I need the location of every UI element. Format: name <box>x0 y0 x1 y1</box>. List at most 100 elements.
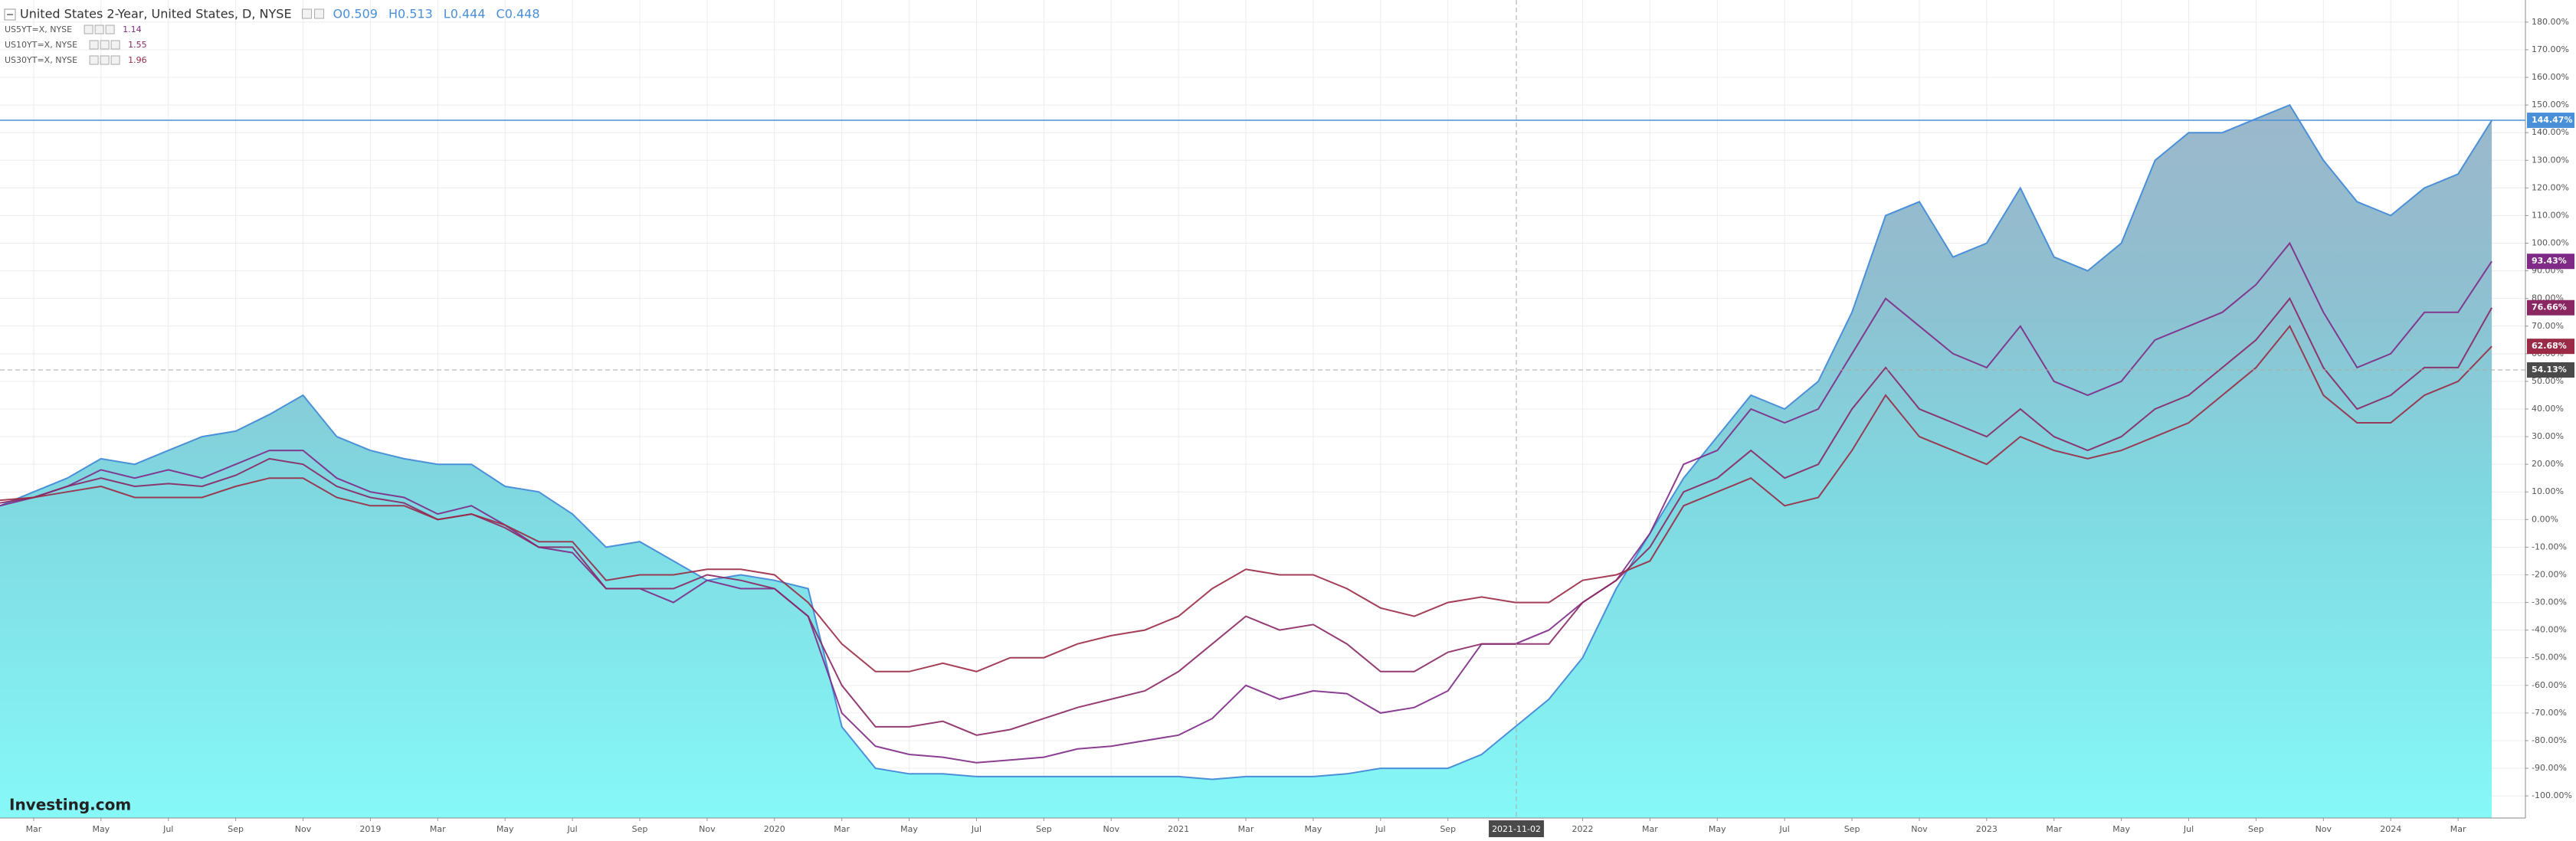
x-tick-label: May <box>497 824 514 834</box>
x-tick-label: Nov <box>699 824 716 834</box>
y-tick-label: 50.00% <box>2532 376 2564 386</box>
last-value-tag <box>2527 254 2574 270</box>
ohlc-value: H0.513 <box>388 7 433 21</box>
area-line <box>0 103 2492 780</box>
y-tick-label: 130.00% <box>2532 155 2569 165</box>
y-tick-label: -100.00% <box>2532 790 2572 800</box>
crosshair-y-label-box <box>2527 362 2574 378</box>
header-icon <box>302 8 313 19</box>
x-tick-label: May <box>900 824 918 834</box>
y-tick-label: 110.00% <box>2532 210 2569 220</box>
x-tick-label: 2023 <box>1976 824 1998 834</box>
y-tick-label: 180.00% <box>2532 17 2569 27</box>
area-fill <box>0 105 2492 819</box>
x-tick-label: 2019 <box>359 824 381 834</box>
x-tick-label: Jul <box>1779 824 1790 834</box>
y-tick-label: -10.00% <box>2532 542 2567 551</box>
x-tick-label: Mar <box>2046 824 2062 834</box>
y-tick-label: 40.00% <box>2532 404 2564 414</box>
x-tick-label: Nov <box>2315 824 2332 834</box>
x-tick-label: Mar <box>834 824 850 834</box>
legend-value: 1.14 <box>123 25 142 34</box>
x-tick-label: Sep <box>1036 824 1052 834</box>
y-tick-label: -80.00% <box>2532 735 2567 745</box>
x-tick-label: Mar <box>430 824 446 834</box>
ohlc-value: C0.448 <box>497 7 540 21</box>
legend-entry: US30YT=X, NYSE <box>5 55 77 65</box>
y-tick-label: 30.00% <box>2532 431 2564 441</box>
legend-icon <box>105 25 115 34</box>
x-tick-label: Nov <box>1911 824 1928 834</box>
y-tick-label: -70.00% <box>2532 708 2567 718</box>
y-tick-label: 150.00% <box>2532 100 2569 110</box>
x-tick-label: Sep <box>2248 824 2264 834</box>
x-tick-label: Sep <box>632 824 648 834</box>
last-value-tag <box>2527 299 2574 316</box>
series-line <box>0 296 2492 736</box>
last-value-tag <box>2527 113 2574 129</box>
legend-entry: US5YT=X, NYSE <box>5 25 72 34</box>
y-tick-label: 100.00% <box>2532 238 2569 248</box>
x-tick-label: 2022 <box>1571 824 1593 834</box>
y-tick-label: 170.00% <box>2532 44 2569 54</box>
x-tick-label: May <box>1305 824 1322 834</box>
last-value-label: 144.47% <box>2532 115 2572 125</box>
y-tick-label: -40.00% <box>2532 625 2567 635</box>
series-line <box>0 324 2492 672</box>
x-tick-label: Mar <box>2450 824 2466 834</box>
x-tick-label: Jul <box>1375 824 1385 834</box>
x-tick-label: 2024 <box>2380 824 2401 834</box>
x-tick-label: Sep <box>1844 824 1860 834</box>
last-value-label: 76.66% <box>2532 303 2567 313</box>
last-value-tag <box>2527 339 2574 355</box>
y-tick-label: 70.00% <box>2532 321 2564 331</box>
ohlc-value: L0.444 <box>444 7 486 21</box>
legend-icon <box>89 55 99 65</box>
y-tick-label: 120.00% <box>2532 182 2569 192</box>
watermark: Investing.com <box>9 796 131 814</box>
crosshair-x-label-box <box>1489 820 1545 837</box>
y-tick-label: -50.00% <box>2532 653 2567 663</box>
ohlc-value: O0.509 <box>333 7 378 21</box>
legend-icon <box>100 40 110 50</box>
y-tick-label: -60.00% <box>2532 680 2567 690</box>
legend: United States 2-Year, United States, D, … <box>4 7 540 65</box>
crosshair-x-label: 2021-11-02 <box>1492 824 1541 834</box>
x-tick-label: 2020 <box>764 824 785 834</box>
y-tick-label: 140.00% <box>2532 127 2569 137</box>
y-tick-label: 10.00% <box>2532 486 2564 496</box>
legend-icon <box>110 40 120 50</box>
y-tick-label: 0.00% <box>2532 514 2558 524</box>
last-value-label: 62.68% <box>2532 341 2567 351</box>
x-tick-label: Mar <box>26 824 42 834</box>
x-tick-label: Jul <box>162 824 173 834</box>
y-tick-label: 20.00% <box>2532 459 2564 469</box>
y-tick-label: -90.00% <box>2532 763 2567 773</box>
crosshair-y-label: 54.13% <box>2532 365 2567 375</box>
series-line <box>0 241 2492 764</box>
x-tick-label: Jul <box>566 824 577 834</box>
legend-icon <box>84 25 93 34</box>
legend-entry: US10YT=X, NYSE <box>5 40 77 50</box>
y-tick-label: 160.00% <box>2532 72 2569 82</box>
legend-value: 1.96 <box>128 55 147 65</box>
x-tick-label: Nov <box>1103 824 1120 834</box>
legend-icon <box>110 55 120 65</box>
x-tick-label: 2021 <box>1168 824 1189 834</box>
x-tick-label: Jul <box>971 824 982 834</box>
x-tick-label: Sep <box>1440 824 1456 834</box>
legend-value: 1.55 <box>128 40 147 50</box>
y-tick-label: -30.00% <box>2532 597 2567 607</box>
x-tick-label: May <box>1709 824 1726 834</box>
y-tick-label: -20.00% <box>2532 569 2567 579</box>
x-tick-label: Mar <box>1238 824 1254 834</box>
chart-title: United States 2-Year, United States, D, … <box>20 7 292 21</box>
last-value-label: 93.43% <box>2532 256 2567 266</box>
x-tick-label: Sep <box>228 824 244 834</box>
legend-icon <box>100 55 110 65</box>
x-tick-label: Jul <box>2183 824 2194 834</box>
legend-icon <box>94 25 104 34</box>
x-tick-label: May <box>2112 824 2130 834</box>
